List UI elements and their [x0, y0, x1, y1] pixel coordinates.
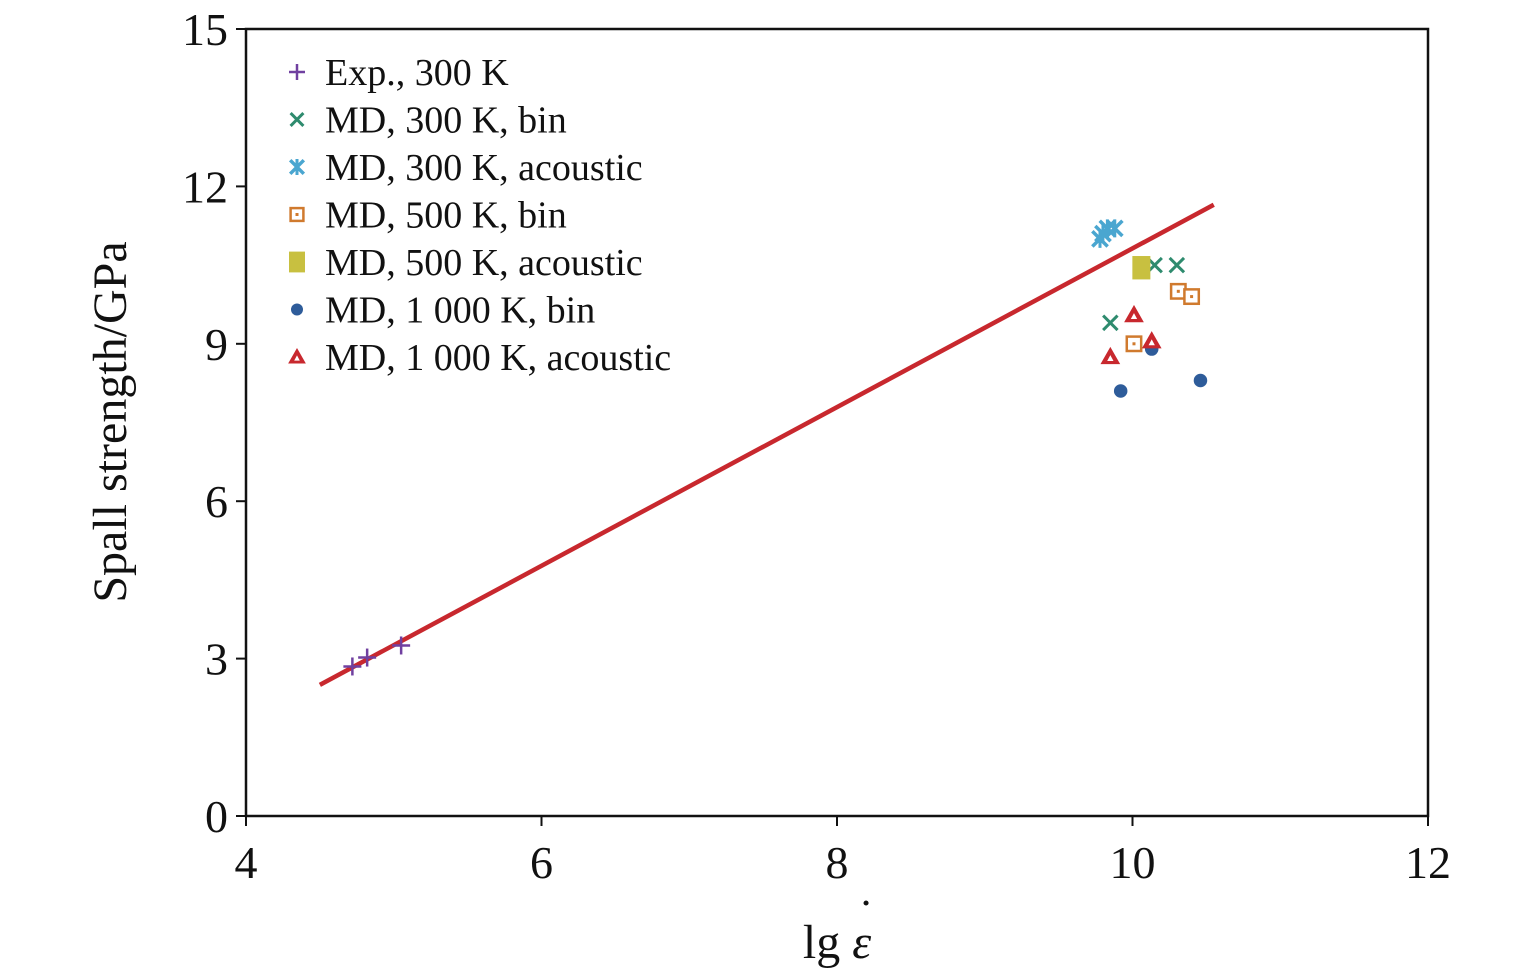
x-tick-label: 12 [1405, 837, 1451, 888]
legend-marker-md-500-k-acoustic [289, 251, 305, 273]
data-point-md-1-000-k-acoustic [1100, 346, 1121, 365]
x-axis-title: lg ε [803, 916, 871, 969]
legend-marker-md-1-000-k-bin [291, 303, 303, 316]
legend-marker-md-300-k-acoustic [288, 158, 306, 176]
y-tick-label: 6 [205, 476, 228, 527]
y-tick-label: 0 [205, 791, 228, 842]
legend-label: MD, 1 000 K, bin [325, 290, 595, 332]
fit-layer [318, 202, 1215, 687]
legend-marker-md-500-k-bin [289, 206, 305, 223]
y-tick-label: 9 [205, 319, 228, 370]
y-tick-label: 3 [205, 634, 228, 685]
x-tick-label: 8 [826, 837, 849, 888]
data-point-md-500-k-bin [1183, 288, 1201, 306]
legend-label: MD, 500 K, acoustic [325, 242, 643, 284]
data-point-md-300-k-acoustic [1094, 224, 1112, 243]
legend-label: MD, 500 K, bin [325, 195, 567, 237]
data-point-md-1-000-k-bin [1113, 384, 1128, 398]
data-point-md-1-000-k-acoustic [1141, 331, 1162, 349]
data-point-md-500-k-bin [1125, 335, 1143, 353]
points-layer [343, 219, 1208, 676]
x-tick-label: 6 [530, 837, 553, 888]
data-point-md-300-k-bin [1168, 256, 1186, 274]
x-axis-title-dot: ˙ [858, 890, 874, 943]
data-point-md-1-000-k-acoustic [1124, 304, 1144, 323]
legend-marker-md-300-k-bin [289, 112, 305, 127]
data-point-exp-300-k [392, 636, 411, 655]
fit-line [318, 202, 1215, 687]
legend-label: MD, 1 000 K, acoustic [325, 337, 671, 379]
data-point-exp-300-k [343, 657, 362, 676]
data-point-md-1-000-k-bin [1193, 373, 1208, 388]
ticks-layer: 4 6 8 10 12 0 3 6 9 12 15 [182, 4, 1451, 888]
legend-label: MD, 300 K, bin [325, 100, 567, 142]
legend-marker-exp-300-k [289, 64, 305, 80]
legend: Exp., 300 K MD, 300 K, bin MD, 300 K, acou… [288, 52, 671, 379]
x-axis-title-prefix: lg [803, 916, 852, 969]
data-point-exp-300-k [358, 648, 377, 667]
data-point-md-300-k-acoustic [1105, 219, 1124, 238]
y-tick-label: 15 [182, 4, 228, 55]
x-axis-title-symbol: ε [852, 916, 871, 969]
legend-marker-md-1-000-k-acoustic [288, 347, 306, 364]
legend-label: MD, 300 K, acoustic [325, 147, 643, 189]
y-tick-label: 12 [182, 161, 228, 212]
data-point-md-300-k-bin [1102, 314, 1119, 332]
data-point-md-500-k-acoustic [1132, 256, 1151, 280]
x-tick-label: 4 [235, 837, 258, 888]
x-tick-label: 10 [1110, 837, 1156, 888]
y-axis-title: Spall strength/GPa [84, 241, 137, 602]
legend-label: Exp., 300 K [325, 52, 509, 94]
